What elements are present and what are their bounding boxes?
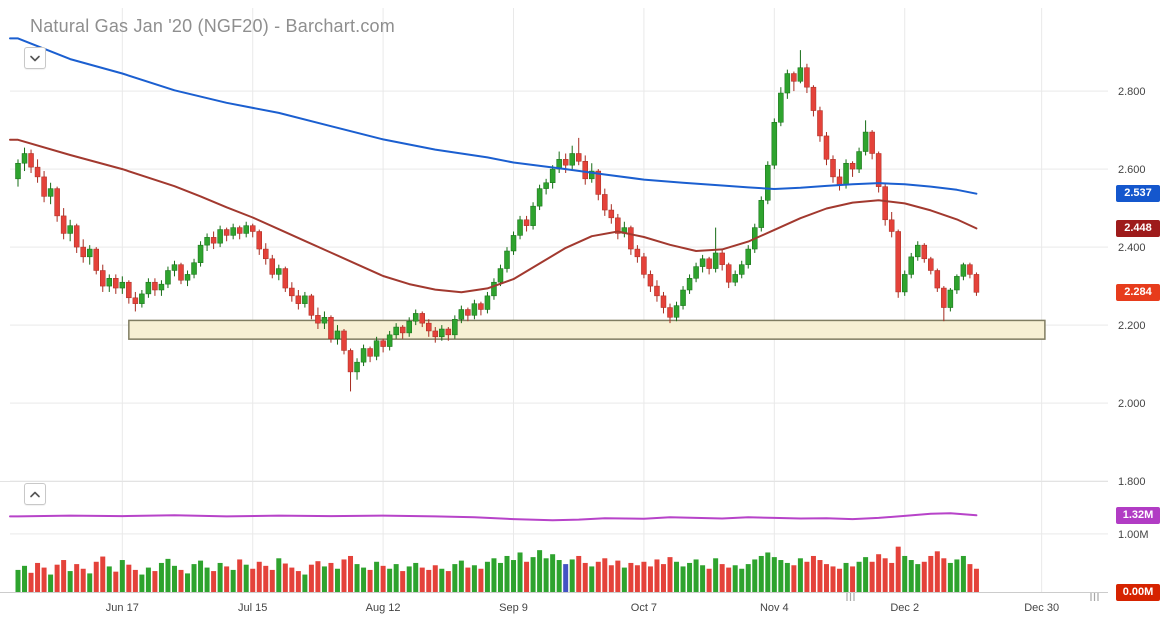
collapse-price-panel-button[interactable]: [24, 47, 46, 69]
chevron-up-icon: [30, 491, 40, 497]
svg-text:Jun 17: Jun 17: [106, 602, 139, 614]
volume-bars: [15, 546, 979, 592]
svg-text:Jul 15: Jul 15: [238, 602, 267, 614]
svg-text:Dec 30: Dec 30: [1024, 602, 1059, 614]
support-zone: [128, 319, 1046, 340]
svg-text:2.800: 2.800: [1118, 86, 1146, 98]
candles: [15, 50, 980, 392]
svg-text:Nov 4: Nov 4: [760, 602, 789, 614]
time-scrollbar-grip-icon[interactable]: [1089, 588, 1101, 601]
svg-text:2.600: 2.600: [1118, 164, 1146, 176]
volume-ma-badge: 1.32M: [1116, 506, 1160, 524]
svg-text:Oct 7: Oct 7: [631, 602, 657, 614]
svg-text:2.000: 2.000: [1118, 398, 1146, 410]
time-scrollbar-grip-icon[interactable]: [845, 588, 857, 601]
svg-text:2.400: 2.400: [1118, 242, 1146, 254]
svg-text:2.200: 2.200: [1118, 320, 1146, 332]
ma-long-line: [9, 37, 978, 195]
volume-ma-line: [9, 512, 978, 522]
ma-medium-line: [9, 138, 978, 294]
svg-text:1.00M: 1.00M: [1118, 529, 1149, 541]
ma-long-price-badge: 2.537: [1116, 185, 1160, 203]
expand-volume-panel-button[interactable]: [24, 483, 46, 505]
price-axis-labels: 2.800 2.600 2.400 2.200 2.000 1.800 1.00M: [1118, 86, 1149, 541]
chevron-down-icon: [30, 55, 40, 61]
ma-medium-price-badge: 2.448: [1116, 219, 1160, 237]
svg-text:Sep 9: Sep 9: [499, 602, 528, 614]
date-axis-labels: Jun 17 Jul 15 Aug 12 Sep 9 Oct 7 Nov 4 Dec 2 De…: [106, 602, 1059, 614]
svg-text:1.800: 1.800: [1118, 476, 1146, 488]
last-price-badge: 2.284: [1116, 283, 1160, 301]
current-volume-badge: 0.00M: [1116, 583, 1160, 601]
svg-text:Aug 12: Aug 12: [366, 602, 401, 614]
svg-text:Dec 2: Dec 2: [890, 602, 919, 614]
